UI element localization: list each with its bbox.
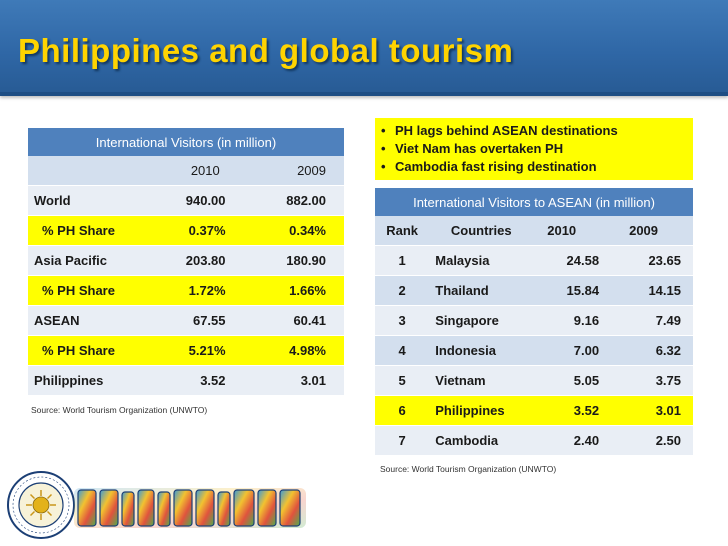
year-2010-header: 2010 bbox=[155, 156, 256, 186]
country-cell: Vietnam bbox=[429, 365, 534, 396]
value-2009: 3.01 bbox=[255, 365, 344, 395]
bullet-item: • PH lags behind ASEAN destinations bbox=[381, 122, 687, 140]
rank-cell: 6 bbox=[375, 395, 430, 426]
source-note: Source: World Tourism Organization (UNWT… bbox=[380, 464, 557, 474]
value-2010: 5.21% bbox=[155, 335, 256, 366]
table-row: 4 Indonesia 7.00 6.32 bbox=[375, 335, 693, 366]
value-2010: 24.58 bbox=[533, 245, 616, 276]
bullet-icon: • bbox=[381, 159, 386, 174]
table-row: 1 Malaysia 24.58 23.65 bbox=[375, 245, 693, 276]
country-cell: Malaysia bbox=[429, 245, 534, 276]
year-2009-header: 2009 bbox=[255, 156, 344, 186]
countries-header: Countries bbox=[429, 216, 534, 246]
table-row: % PH Share 5.21% 4.98% bbox=[28, 335, 344, 366]
table-row: World 940.00 882.00 bbox=[28, 185, 344, 216]
value-2010: 1.72% bbox=[155, 275, 256, 306]
bullet-text: PH lags behind ASEAN destinations bbox=[395, 123, 618, 138]
country-cell: Philippines bbox=[429, 395, 534, 426]
year-2009-header: 2009 bbox=[615, 216, 693, 246]
value-2010: 3.52 bbox=[155, 365, 256, 395]
rank-header: Rank bbox=[375, 216, 430, 246]
row-label: Asia Pacific bbox=[28, 245, 156, 276]
value-2009: 60.41 bbox=[255, 305, 344, 336]
bullet-text: Cambodia fast rising destination bbox=[395, 159, 597, 174]
world-visitors-table: International Visitors (in million) 2010… bbox=[28, 128, 344, 395]
table-row: 3 Singapore 9.16 7.49 bbox=[375, 305, 693, 336]
table-row: 7 Cambodia 2.40 2.50 bbox=[375, 425, 693, 455]
bullet-item: • Cambodia fast rising destination bbox=[381, 158, 687, 176]
bullet-text: Viet Nam has overtaken PH bbox=[395, 141, 564, 156]
value-2010: 203.80 bbox=[155, 245, 256, 276]
table-row: 6 Philippines 3.52 3.01 bbox=[375, 395, 693, 426]
asean-visitors-table: International Visitors to ASEAN (in mill… bbox=[375, 188, 693, 455]
row-label: ASEAN bbox=[28, 305, 156, 336]
rank-cell: 4 bbox=[375, 335, 430, 366]
table-row: 2 Thailand 15.84 14.15 bbox=[375, 275, 693, 306]
rank-cell: 7 bbox=[375, 425, 430, 455]
bullet-item: • Viet Nam has overtaken PH bbox=[381, 140, 687, 158]
value-2010: 7.00 bbox=[533, 335, 616, 366]
value-2010: 15.84 bbox=[533, 275, 616, 306]
value-2010: 5.05 bbox=[533, 365, 616, 396]
row-label: % PH Share bbox=[28, 215, 156, 246]
value-2009: 0.34% bbox=[255, 215, 344, 246]
row-label: % PH Share bbox=[28, 335, 156, 366]
slide-title: Philippines and global tourism bbox=[18, 32, 514, 69]
value-2010: 940.00 bbox=[155, 185, 256, 216]
value-2010: 67.55 bbox=[155, 305, 256, 336]
country-cell: Cambodia bbox=[429, 425, 534, 455]
value-2009: 1.66% bbox=[255, 275, 344, 306]
rank-cell: 5 bbox=[375, 365, 430, 396]
value-2010: 2.40 bbox=[533, 425, 616, 455]
table-row: % PH Share 0.37% 0.34% bbox=[28, 215, 344, 246]
value-2009: 3.01 bbox=[615, 395, 693, 426]
value-2009: 2.50 bbox=[615, 425, 693, 455]
year-2010-header: 2010 bbox=[533, 216, 616, 246]
value-2010: 9.16 bbox=[533, 305, 616, 336]
value-2009: 14.15 bbox=[615, 275, 693, 306]
country-cell: Thailand bbox=[429, 275, 534, 306]
rank-cell: 2 bbox=[375, 275, 430, 306]
rank-cell: 1 bbox=[375, 245, 430, 276]
table-row: 5 Vietnam 5.05 3.75 bbox=[375, 365, 693, 396]
table-row: Philippines 3.52 3.01 bbox=[28, 365, 344, 395]
value-2009: 4.98% bbox=[255, 335, 344, 366]
value-2009: 3.75 bbox=[615, 365, 693, 396]
value-2010: 3.52 bbox=[533, 395, 616, 426]
row-label: % PH Share bbox=[28, 275, 156, 306]
country-cell: Indonesia bbox=[429, 335, 534, 366]
title-bar: Philippines and global tourism bbox=[0, 0, 728, 96]
bullet-icon: • bbox=[381, 123, 386, 138]
value-2009: 882.00 bbox=[255, 185, 344, 216]
value-2009: 23.65 bbox=[615, 245, 693, 276]
bullet-icon: • bbox=[381, 141, 386, 156]
rank-cell: 3 bbox=[375, 305, 430, 336]
table-header: International Visitors (in million) bbox=[28, 128, 344, 156]
row-label: Philippines bbox=[28, 365, 156, 395]
source-note: Source: World Tourism Organization (UNWT… bbox=[31, 405, 208, 415]
table-row: ASEAN 67.55 60.41 bbox=[28, 305, 344, 336]
value-2009: 6.32 bbox=[615, 335, 693, 366]
row-label: World bbox=[28, 185, 156, 216]
tourism-seal-logo bbox=[7, 471, 75, 539]
table-row: % PH Share 1.72% 1.66% bbox=[28, 275, 344, 306]
empty-header-cell bbox=[28, 156, 156, 186]
table-header: International Visitors to ASEAN (in mill… bbox=[375, 188, 693, 216]
value-2009: 180.90 bbox=[255, 245, 344, 276]
philippines-wordmark-logo bbox=[74, 488, 306, 528]
value-2010: 0.37% bbox=[155, 215, 256, 246]
key-points-box: • PH lags behind ASEAN destinations • Viet… bbox=[375, 118, 693, 180]
table-row: Asia Pacific 203.80 180.90 bbox=[28, 245, 344, 276]
country-cell: Singapore bbox=[429, 305, 534, 336]
value-2009: 7.49 bbox=[615, 305, 693, 336]
